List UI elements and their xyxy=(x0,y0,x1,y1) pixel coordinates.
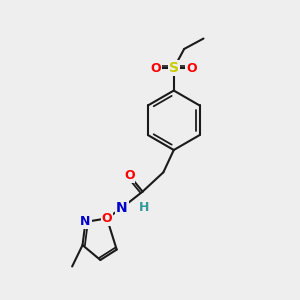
Text: O: O xyxy=(151,62,161,75)
Text: S: S xyxy=(169,61,179,75)
Text: N: N xyxy=(116,201,128,215)
Text: O: O xyxy=(102,212,112,225)
Text: H: H xyxy=(139,202,149,214)
Text: O: O xyxy=(124,169,134,182)
Text: N: N xyxy=(80,215,91,228)
Text: O: O xyxy=(186,62,197,75)
